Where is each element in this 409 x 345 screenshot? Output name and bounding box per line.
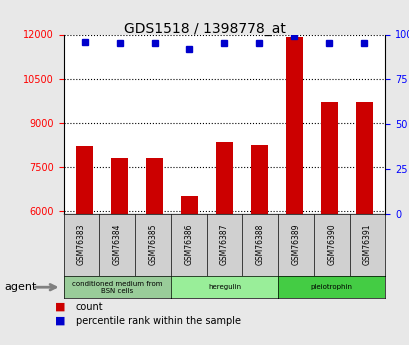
Bar — [355, 102, 372, 214]
Text: GSM76383: GSM76383 — [77, 223, 86, 265]
Text: GSM76386: GSM76386 — [184, 223, 193, 265]
Text: GSM76385: GSM76385 — [148, 223, 157, 265]
Text: ■: ■ — [55, 302, 66, 312]
Bar — [180, 196, 198, 214]
Text: GSM76389: GSM76389 — [291, 223, 300, 265]
Text: GSM76387: GSM76387 — [220, 223, 228, 265]
Text: agent: agent — [4, 282, 36, 292]
Text: conditioned medium from
BSN cells: conditioned medium from BSN cells — [72, 281, 162, 294]
Text: GSM76390: GSM76390 — [326, 223, 335, 265]
Text: GSM76384: GSM76384 — [112, 223, 121, 265]
Bar — [285, 38, 302, 214]
Bar — [215, 142, 233, 214]
Bar — [76, 146, 93, 214]
Bar — [320, 102, 337, 214]
Bar — [110, 158, 128, 214]
Text: percentile rank within the sample: percentile rank within the sample — [76, 316, 240, 326]
Text: pleiotrophin: pleiotrophin — [310, 284, 352, 290]
Bar — [146, 158, 163, 214]
Text: GDS1518 / 1398778_at: GDS1518 / 1398778_at — [124, 22, 285, 37]
Bar — [250, 145, 267, 214]
Text: ■: ■ — [55, 316, 66, 326]
Text: heregulin: heregulin — [207, 284, 240, 290]
Text: GSM76388: GSM76388 — [255, 223, 264, 265]
Text: GSM76391: GSM76391 — [362, 223, 371, 265]
Text: count: count — [76, 302, 103, 312]
